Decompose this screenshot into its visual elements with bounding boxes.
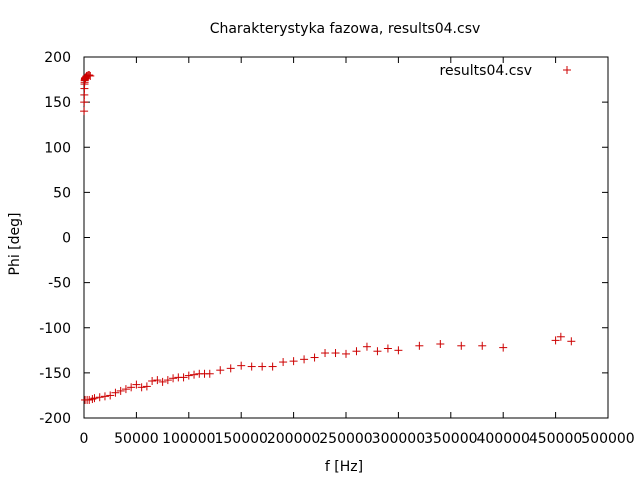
data-point (457, 341, 466, 350)
data-point (86, 71, 95, 80)
data-points (80, 71, 576, 404)
data-point (106, 391, 115, 400)
data-point (556, 332, 565, 341)
data-point (179, 373, 188, 382)
legend-marker-symbol (563, 66, 571, 74)
data-point (394, 346, 403, 355)
x-axis-label: f [Hz] (325, 459, 363, 475)
data-point (331, 349, 340, 358)
data-point (148, 376, 157, 385)
y-tick-label: -200 (39, 411, 71, 427)
data-point (169, 374, 178, 383)
y-tick-label: -100 (39, 321, 71, 337)
data-point (237, 361, 246, 370)
data-point (116, 386, 125, 395)
y-tick-label: -150 (39, 366, 71, 382)
data-point (100, 392, 109, 401)
data-point (247, 362, 256, 371)
data-point (127, 383, 136, 392)
x-axis-ticks: 0 50000 1000001500002000002500003000003500… (80, 57, 635, 447)
chart-title: Charakterystyka fazowa, results04.csv (210, 21, 481, 37)
data-point (362, 342, 371, 351)
x-tick-label: 450000 (529, 431, 582, 447)
y-axis-label: Phi [deg] (7, 213, 23, 276)
data-point (321, 349, 330, 358)
data-point (478, 341, 487, 350)
data-point (499, 343, 508, 352)
plot-border (83, 56, 609, 419)
data-point (90, 394, 99, 403)
data-point (551, 336, 560, 345)
data-point (373, 347, 382, 356)
data-point (300, 355, 309, 364)
data-point (226, 364, 235, 373)
y-tick-label: -50 (48, 276, 71, 292)
y-tick-label: 50 (53, 185, 71, 201)
data-point (352, 347, 361, 356)
data-point (137, 383, 146, 392)
x-tick-label: 100000 (162, 431, 215, 447)
data-point (279, 358, 288, 367)
x-tick-label: 0 (80, 431, 89, 447)
x-tick-label: 200000 (267, 431, 320, 447)
data-point (289, 357, 298, 366)
data-point (567, 337, 576, 346)
data-point (190, 370, 199, 379)
data-point (310, 353, 319, 362)
data-point (205, 369, 214, 378)
y-axis-ticks: 200 150 100 50 0 -50 -100 -150 -200 (39, 50, 608, 427)
data-point (415, 341, 424, 350)
x-tick-label: 400000 (476, 431, 529, 447)
data-point (163, 376, 172, 385)
data-point (158, 377, 167, 386)
y-tick-label: 150 (44, 95, 71, 111)
plot-frame (83, 56, 609, 419)
data-point (85, 71, 94, 80)
x-tick-label: 500000 (581, 431, 634, 447)
data-point (132, 380, 141, 389)
y-tick-label: 0 (62, 231, 71, 247)
x-tick-label: 50000 (114, 431, 159, 447)
data-point (80, 98, 89, 107)
x-tick-label: 250000 (319, 431, 372, 447)
data-point (111, 388, 120, 397)
data-point (258, 362, 267, 371)
data-point (80, 107, 89, 116)
data-point (216, 366, 225, 375)
x-tick-label: 350000 (424, 431, 477, 447)
data-point (142, 382, 151, 391)
legend-marker (563, 66, 571, 74)
x-tick-label: 300000 (372, 431, 425, 447)
data-point (383, 344, 392, 353)
data-point (184, 371, 193, 380)
data-point (95, 393, 104, 402)
y-tick-label: 100 (44, 140, 71, 156)
legend: results04.csv (440, 63, 571, 79)
x-tick-label: 150000 (214, 431, 267, 447)
y-tick-label: 200 (44, 50, 71, 66)
data-point (436, 339, 445, 348)
data-point (342, 349, 350, 358)
data-point (268, 362, 277, 371)
data-point (88, 395, 97, 404)
data-point (153, 376, 162, 385)
data-point (121, 385, 130, 394)
legend-label: results04.csv (440, 63, 532, 79)
